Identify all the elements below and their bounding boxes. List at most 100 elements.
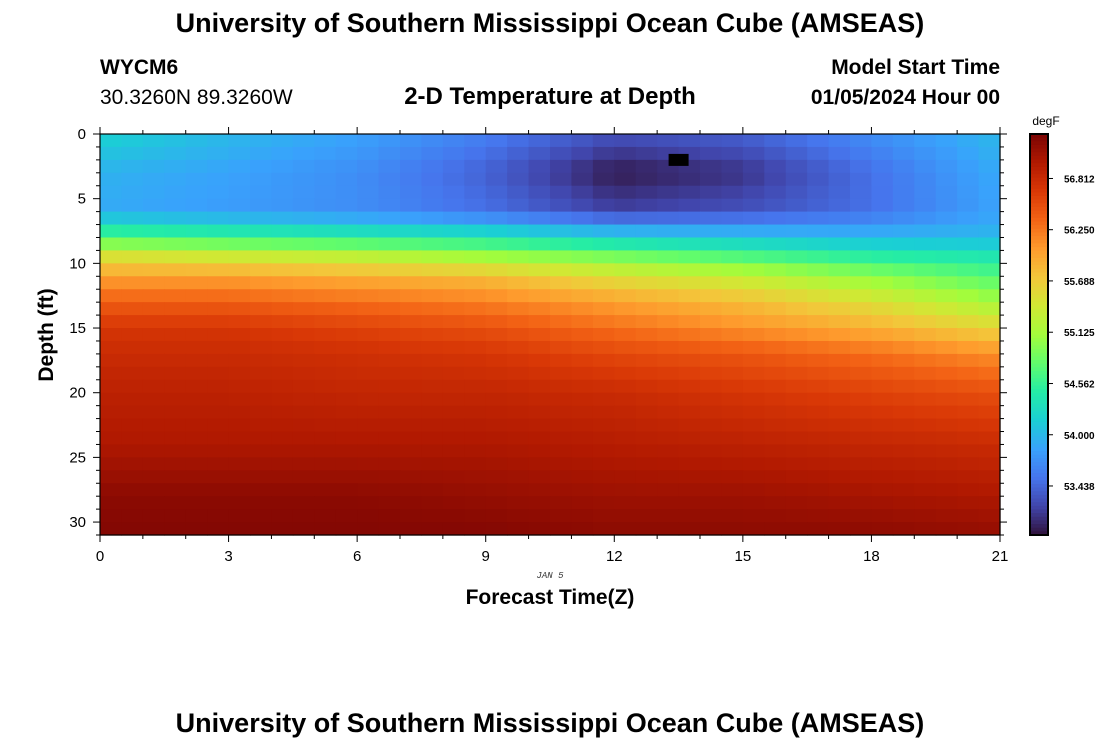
heatmap-cell [571,237,594,252]
heatmap-cell [164,224,187,239]
heatmap-cell [742,289,765,303]
heatmap-cell [335,366,358,381]
heatmap-cell [592,315,615,329]
heatmap-cell [357,198,380,213]
colorbar-segment [1030,298,1048,303]
heatmap-cell [378,470,401,484]
colorbar-segment [1030,228,1048,234]
heatmap-cell [100,470,123,484]
colorbar-segment [1030,389,1048,394]
heatmap-cell [807,185,830,200]
heatmap-cell [185,431,208,446]
heatmap-cell [271,418,294,433]
heatmap-cell [314,237,337,252]
heatmap-cell [764,457,787,471]
heatmap-cell [807,237,830,252]
heatmap-cell [400,237,423,252]
heatmap-cell [957,340,980,355]
heatmap-cell [871,198,894,213]
heatmap-cell [207,302,230,316]
heatmap-cell [164,263,187,277]
heatmap-cell [121,237,144,252]
heatmap-cell [871,328,894,342]
colorbar-segment [1030,239,1048,244]
heatmap-cell [571,340,594,355]
heatmap-cell [100,444,123,458]
heatmap-cell [121,340,144,355]
colorbar-tick-label: 54.000 [1064,431,1095,442]
heatmap-cell [164,211,187,226]
heatmap-cell [378,263,401,277]
heatmap-cell [721,146,744,161]
y-tick-label: 0 [78,126,86,143]
heatmap-cell [142,457,165,471]
heatmap-cell [850,405,873,420]
heatmap-cell [657,483,680,497]
colorbar-tick-label: 56.250 [1064,226,1095,237]
heatmap-cell [485,431,508,446]
heatmap-cell [485,263,508,277]
heatmap-cell [678,431,701,446]
heatmap-cell [507,198,530,213]
heatmap-cell [978,340,1001,355]
heatmap-cell [764,328,787,342]
heatmap-cell [400,134,423,148]
heatmap-cell [528,134,551,148]
heatmap-cell [592,224,615,239]
heatmap-cell [657,224,680,239]
heatmap-cell [807,457,830,471]
heatmap-cell [314,224,337,239]
heatmap-cell [100,211,123,226]
model-start-value: 01/05/2024 Hour 00 [810,86,1000,109]
heatmap-cell [721,224,744,239]
heatmap-cell [807,366,830,381]
heatmap-cell [978,250,1001,264]
heatmap-cell [957,289,980,303]
colorbar-segment [1030,232,1048,237]
heatmap-cell [207,431,230,446]
heatmap-cell [464,444,487,458]
heatmap-cell [464,418,487,433]
heatmap-cell [357,146,380,161]
heatmap-cell [635,172,658,187]
heatmap-cell [378,509,401,523]
heatmap-cell [571,198,594,213]
heatmap-cell [892,496,915,510]
colorbar-segment [1030,345,1048,350]
heatmap-cell [400,457,423,471]
heatmap-cell [550,509,573,523]
heatmap-cell [550,211,573,226]
heatmap-cell [228,315,251,329]
heatmap-cell [892,263,915,277]
heatmap-cell [507,146,530,161]
heatmap-cell [507,172,530,187]
heatmap-cell [635,146,658,161]
heatmap-cell [892,146,915,161]
heatmap-cell [828,522,851,536]
heatmap-cell [635,263,658,277]
heatmap-cell [421,185,444,200]
heatmap-cell [142,483,165,497]
heatmap-cell [314,457,337,471]
heatmap-cell [464,198,487,213]
heatmap-cell [978,289,1001,303]
colorbar-segment [1030,272,1048,277]
heatmap-cell [592,470,615,484]
heatmap-cell [914,237,937,252]
heatmap-cell [828,289,851,303]
heatmap-cell [207,172,230,187]
heatmap-cell [935,172,958,187]
heatmap-cell [700,405,723,420]
heatmap-cell [185,263,208,277]
heatmap-cell [507,405,530,420]
heatmap-cell [442,353,465,368]
heatmap-cell [314,353,337,368]
heatmap-cell [571,172,594,187]
heatmap-cell [892,237,915,252]
heatmap-cell [121,172,144,187]
heatmap-cell [721,134,744,148]
heatmap-cell [850,431,873,446]
heatmap-cell [678,379,701,394]
heatmap-cell [528,172,551,187]
heatmap-cell [164,522,187,536]
